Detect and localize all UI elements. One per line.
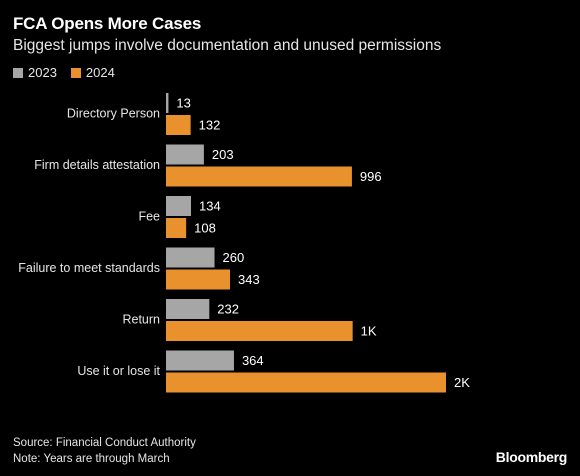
data-label: 108 (194, 220, 216, 235)
bar-2024 (166, 372, 446, 393)
data-label: 132 (199, 117, 221, 132)
bar-2023 (166, 247, 215, 268)
data-label: 343 (238, 272, 260, 287)
bar-chart: Directory Person 13 132 Firm details attest… (18, 93, 470, 393)
bar-2024 (166, 321, 353, 341)
category-label: Use it or lose it (77, 364, 160, 378)
bar-2024 (166, 269, 231, 290)
data-label: 364 (242, 353, 264, 368)
legend-swatch-2024 (70, 67, 81, 78)
bar-2024 (166, 115, 191, 135)
category-label: Firm details attestation (34, 158, 160, 172)
category-label: Directory Person (67, 106, 160, 120)
chart-title: FCA Opens More Cases (13, 14, 202, 33)
bar-2023 (166, 299, 210, 319)
legend-item-2024: 2024 (70, 65, 115, 80)
category-label: Fee (138, 209, 160, 223)
bar-2024 (166, 218, 187, 238)
category-label: Return (122, 312, 160, 326)
data-label: 1K (361, 323, 377, 338)
chart-subtitle: Biggest jumps involve documentation and … (13, 37, 442, 54)
bar-2023 (166, 93, 169, 113)
data-label: 203 (212, 147, 234, 162)
data-label: 2K (454, 375, 470, 390)
bar-2023 (166, 196, 192, 216)
data-label: 13 (176, 95, 190, 110)
category-label: Failure to meet standards (18, 261, 160, 275)
data-label: 134 (199, 198, 221, 213)
bar-2024 (166, 166, 352, 187)
data-label: 232 (217, 301, 239, 316)
legend-swatch-2023 (13, 67, 23, 78)
bar-2023 (166, 144, 204, 165)
source-note: Source: Financial Conduct Authority (13, 437, 196, 449)
legend-item-2023: 2023 (13, 65, 57, 80)
data-label: 996 (360, 169, 382, 184)
legend-label-2023: 2023 (28, 65, 57, 80)
data-label: 260 (223, 250, 245, 265)
bloomberg-logo: Bloomberg (495, 449, 568, 465)
legend-label-2024: 2024 (85, 65, 115, 80)
years-note: Note: Years are through March (13, 453, 170, 465)
legend: 2023 2024 (13, 65, 129, 80)
bar-2023 (166, 350, 234, 371)
